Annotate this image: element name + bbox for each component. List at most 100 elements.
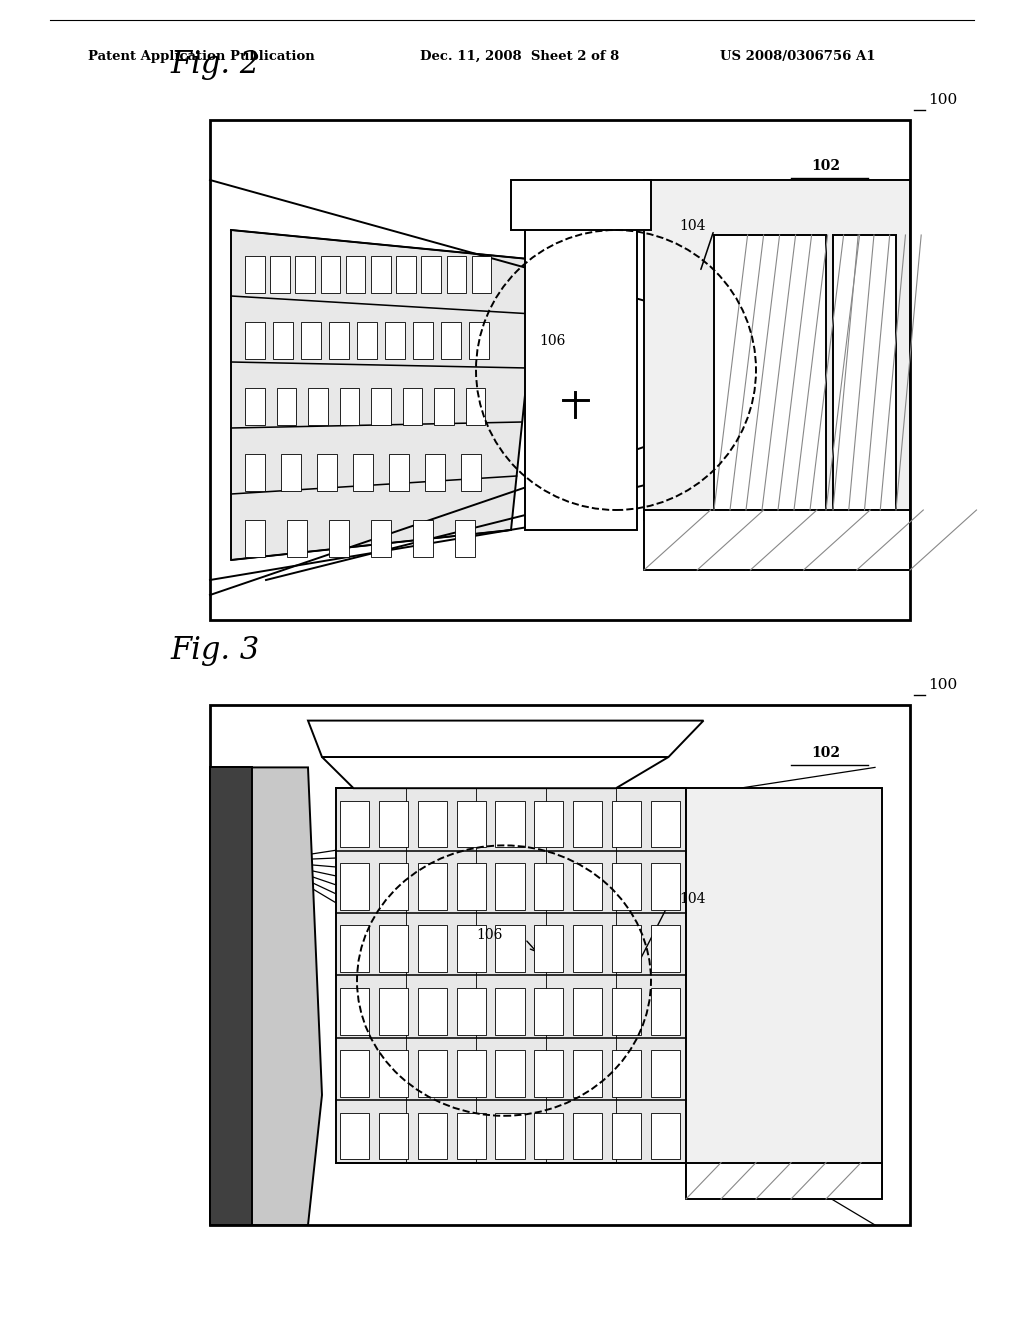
Bar — [573, 863, 602, 909]
Bar — [496, 1051, 524, 1097]
Bar — [535, 925, 563, 973]
Bar — [402, 388, 422, 425]
Bar — [245, 256, 264, 293]
Text: Fig. 3: Fig. 3 — [170, 635, 259, 665]
Bar — [457, 801, 485, 847]
Bar — [276, 388, 296, 425]
Bar — [651, 925, 680, 973]
Bar — [573, 987, 602, 1035]
Bar — [301, 322, 321, 359]
Bar — [496, 925, 524, 973]
Bar — [455, 520, 474, 557]
Bar — [340, 925, 369, 973]
Bar — [340, 801, 369, 847]
Bar — [461, 454, 480, 491]
Bar — [446, 256, 466, 293]
Bar — [379, 863, 408, 909]
Text: 106: 106 — [476, 928, 503, 942]
Bar — [379, 1113, 408, 1159]
Bar — [418, 1113, 446, 1159]
Text: 102: 102 — [811, 158, 841, 173]
Bar — [425, 454, 444, 491]
Polygon shape — [210, 767, 322, 1225]
Bar — [612, 801, 641, 847]
Bar — [245, 520, 264, 557]
Bar — [612, 1051, 641, 1097]
Bar — [651, 1051, 680, 1097]
Bar — [496, 987, 524, 1035]
Bar — [496, 1113, 524, 1159]
Bar — [295, 256, 315, 293]
Bar — [281, 454, 301, 491]
Bar — [525, 220, 637, 531]
Bar — [245, 454, 264, 491]
Bar — [466, 388, 485, 425]
Bar — [714, 235, 826, 510]
Bar — [413, 322, 432, 359]
Bar — [371, 256, 390, 293]
Bar — [612, 863, 641, 909]
Polygon shape — [210, 767, 252, 1225]
Bar — [833, 235, 896, 510]
Text: Dec. 11, 2008  Sheet 2 of 8: Dec. 11, 2008 Sheet 2 of 8 — [420, 50, 620, 63]
Text: Patent Application Publication: Patent Application Publication — [88, 50, 314, 63]
Bar — [357, 322, 377, 359]
Bar — [457, 925, 485, 973]
Bar — [308, 388, 328, 425]
Polygon shape — [322, 756, 669, 788]
Bar — [651, 1113, 680, 1159]
Text: 100: 100 — [928, 678, 957, 692]
Text: US 2008/0306756 A1: US 2008/0306756 A1 — [720, 50, 876, 63]
Bar — [612, 987, 641, 1035]
Bar — [535, 987, 563, 1035]
Bar — [472, 256, 492, 293]
Bar — [340, 1051, 369, 1097]
Bar — [340, 863, 369, 909]
Bar — [535, 1113, 563, 1159]
Bar — [329, 322, 348, 359]
Bar — [573, 1113, 602, 1159]
Bar — [434, 388, 454, 425]
Bar — [469, 322, 488, 359]
Bar — [496, 801, 524, 847]
Bar — [396, 256, 416, 293]
Bar — [418, 987, 446, 1035]
Text: 102: 102 — [811, 746, 841, 760]
Bar — [385, 322, 404, 359]
Bar — [651, 801, 680, 847]
Bar — [340, 987, 369, 1035]
Bar — [418, 1051, 446, 1097]
Bar — [270, 256, 290, 293]
Bar — [573, 1051, 602, 1097]
Bar — [340, 388, 359, 425]
Polygon shape — [231, 230, 539, 560]
Bar — [612, 1113, 641, 1159]
Bar — [418, 801, 446, 847]
Bar — [418, 863, 446, 909]
Bar — [245, 322, 264, 359]
Bar — [644, 510, 910, 570]
Bar — [441, 322, 461, 359]
Bar — [573, 801, 602, 847]
Bar — [210, 705, 910, 1225]
Bar — [379, 1051, 408, 1097]
Bar — [379, 987, 408, 1035]
Bar — [353, 454, 373, 491]
Text: 104: 104 — [679, 219, 706, 234]
Bar — [573, 925, 602, 973]
Text: 100: 100 — [928, 92, 957, 107]
Bar — [371, 388, 390, 425]
Bar — [686, 788, 882, 1188]
Text: Fig. 2: Fig. 2 — [170, 49, 259, 81]
Bar — [457, 987, 485, 1035]
Bar — [321, 256, 340, 293]
Bar — [317, 454, 337, 491]
Bar — [457, 1051, 485, 1097]
Bar — [329, 520, 348, 557]
Bar — [379, 801, 408, 847]
Bar — [287, 520, 306, 557]
Bar — [210, 120, 910, 620]
Bar — [686, 1163, 882, 1199]
Bar — [422, 256, 441, 293]
Text: 104: 104 — [679, 891, 706, 906]
